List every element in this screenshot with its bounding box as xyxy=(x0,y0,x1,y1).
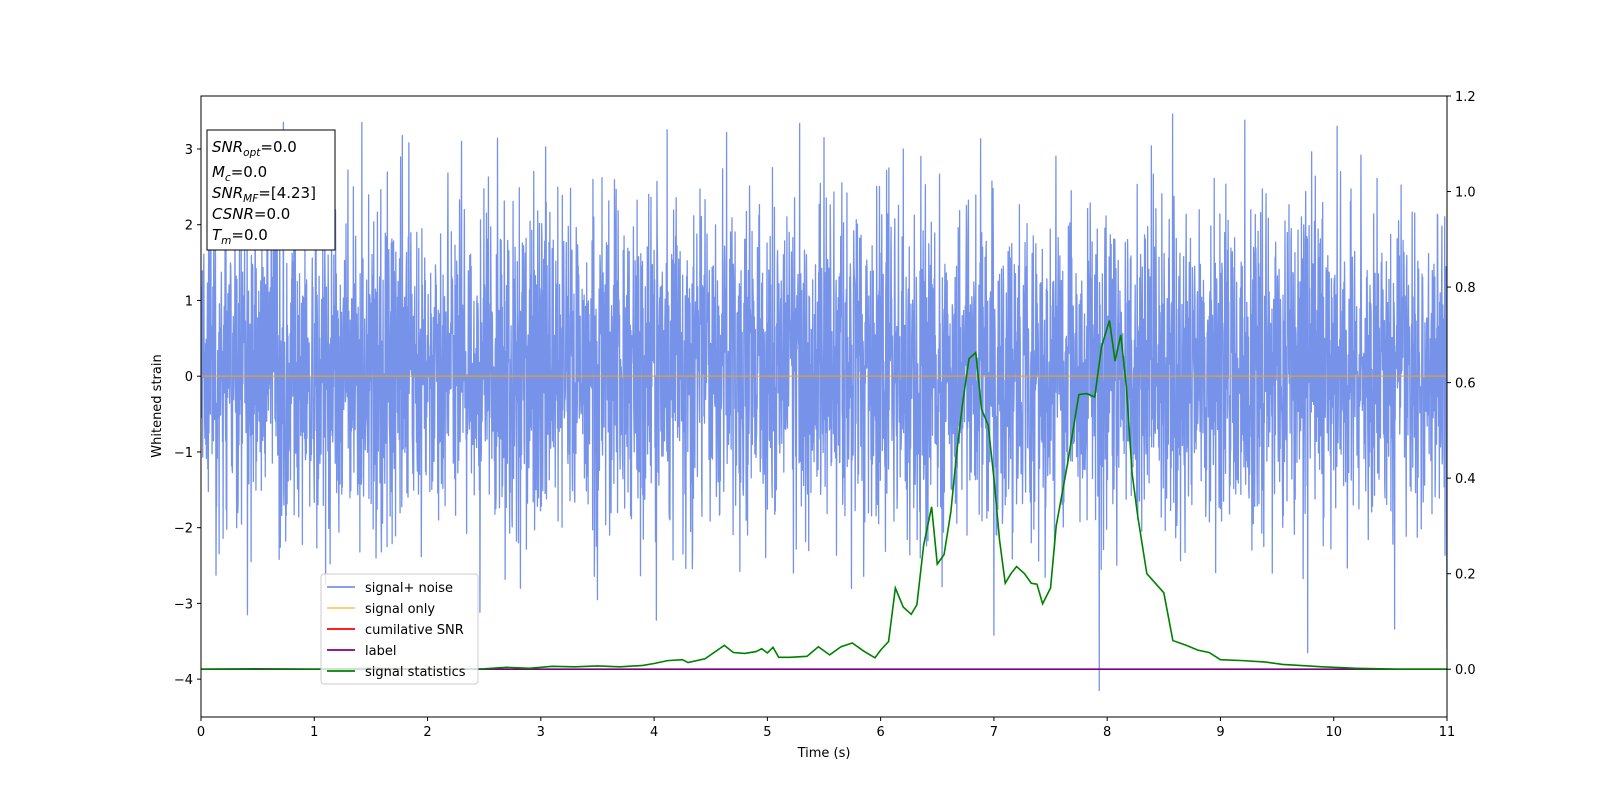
x-tick-label: 7 xyxy=(990,725,998,740)
legend-frame xyxy=(320,573,479,685)
y-axis-title: Whitened strain xyxy=(150,354,165,457)
legend-label-signal-statistics: signal statistics xyxy=(365,665,466,680)
x-tick-label: 1 xyxy=(310,725,318,740)
legend-label-cumilative-snr: cumilative SNR xyxy=(365,623,464,638)
y-left-tick-label: 1 xyxy=(185,294,193,309)
annotation-csnr: CSNR=0.0 xyxy=(212,205,290,223)
x-tick-label: 6 xyxy=(876,725,884,740)
y-axis-right: 1.2 1.0 0.8 0.6 0.4 0.2 0.0 xyxy=(1447,90,1476,678)
y-axis-left: 3 2 1 0 −1 −2 −3 −4 xyxy=(174,143,201,688)
y-right-tick-label: 0.6 xyxy=(1455,377,1476,392)
plot-frame xyxy=(200,95,1448,718)
annotation-snr-opt: SNRopt=0.0 xyxy=(212,138,297,159)
annotation-mc: Mc=0.0 xyxy=(212,163,267,184)
x-tick-label: 4 xyxy=(650,725,658,740)
x-tick-label: 9 xyxy=(1216,725,1224,740)
y-right-tick-label: 0.2 xyxy=(1455,568,1476,583)
x-tick-label: 10 xyxy=(1325,725,1342,740)
y-right-tick-label: 0.4 xyxy=(1455,472,1476,487)
x-tick-label: 11 xyxy=(1439,725,1456,740)
y-left-tick-label: 0 xyxy=(185,370,193,385)
x-tick-label: 3 xyxy=(537,725,545,740)
legend: signal+ noise signal only cumilative SNR la… xyxy=(320,573,479,685)
annotation-snr-mf: SNRMF=[4.23] xyxy=(212,184,316,205)
x-axis-title: Time (s) xyxy=(797,746,851,761)
y-left-tick-label: −2 xyxy=(174,522,193,537)
annotation-box: SNRopt=0.0 Mc=0.0 SNRMF=[4.23] CSNR=0.0 … xyxy=(206,129,336,251)
legend-label-signal-only: signal only xyxy=(365,602,435,617)
x-tick-label: 5 xyxy=(763,725,771,740)
series-signal-statistics xyxy=(201,320,1447,671)
y-left-tick-label: −4 xyxy=(174,673,193,688)
x-tick-label: 0 xyxy=(197,725,205,740)
y-left-tick-label: −3 xyxy=(174,597,193,612)
x-axis: 0 1 2 3 4 5 6 7 8 9 10 11 xyxy=(197,717,1455,740)
y-right-tick-label: 0.8 xyxy=(1455,281,1476,296)
y-left-tick-label: 2 xyxy=(185,219,193,234)
legend-label-signal-noise: signal+ noise xyxy=(365,581,453,596)
legend-label-label: label xyxy=(365,644,396,659)
series-signal-noise xyxy=(201,113,1447,692)
y-right-tick-label: 0.0 xyxy=(1455,663,1476,678)
x-tick-label: 2 xyxy=(423,725,431,740)
annotation-frame xyxy=(206,129,336,251)
x-tick-label: 8 xyxy=(1103,725,1111,740)
y-left-tick-label: 3 xyxy=(185,143,193,158)
y-right-tick-label: 1.2 xyxy=(1455,90,1476,105)
annotation-tm: Tm=0.0 xyxy=(212,226,268,247)
y-right-tick-label: 1.0 xyxy=(1455,186,1476,201)
y-left-tick-label: −1 xyxy=(174,446,193,461)
